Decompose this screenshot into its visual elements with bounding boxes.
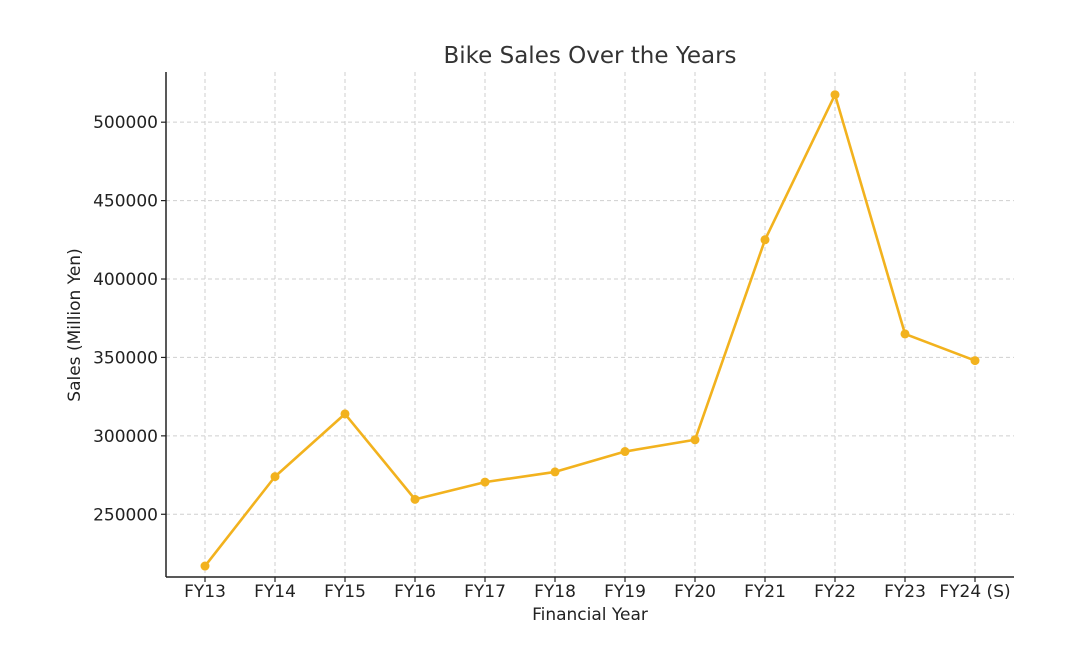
y-tick-label: 350000 xyxy=(93,348,158,368)
x-axis-title: Financial Year xyxy=(532,605,648,625)
data-point xyxy=(200,561,210,571)
y-axis-title: Sales (Million Yen) xyxy=(65,248,85,401)
data-point xyxy=(550,467,560,477)
data-point xyxy=(620,447,630,457)
x-tick-label: FY21 xyxy=(744,582,786,602)
x-tick-label: FY23 xyxy=(884,582,926,602)
x-tick-label: FY22 xyxy=(814,582,856,602)
data-point xyxy=(340,409,350,419)
sales-line xyxy=(203,93,976,567)
data-point xyxy=(830,90,840,100)
data-point xyxy=(760,235,770,245)
data-point xyxy=(410,494,420,504)
x-tick-label: FY19 xyxy=(604,582,646,602)
x-tick-label: FY18 xyxy=(534,582,576,602)
data-point xyxy=(900,329,910,339)
x-tick-label: FY24 (S) xyxy=(939,582,1010,602)
data-point xyxy=(270,472,280,482)
y-tick-label: 500000 xyxy=(93,113,158,133)
y-tick-label: 400000 xyxy=(93,270,158,290)
data-point xyxy=(690,435,700,445)
y-tick-label: 450000 xyxy=(93,192,158,212)
grid xyxy=(166,72,1014,577)
x-tick-label: FY16 xyxy=(394,582,436,602)
chart-title: Bike Sales Over the Years xyxy=(443,43,736,69)
y-tick-label: 250000 xyxy=(93,505,158,525)
x-tick-label: FY15 xyxy=(324,582,366,602)
ticks: FY13 FY14 FY15 FY16 FY17 FY18 FY19 FY20 FY21 FY22… xyxy=(93,113,1011,602)
x-tick-label: FY14 xyxy=(254,582,296,602)
data-point xyxy=(970,356,980,366)
y-tick-label: 300000 xyxy=(93,427,158,447)
axes xyxy=(165,72,1014,578)
series xyxy=(200,90,980,571)
x-tick-label: FY20 xyxy=(674,582,716,602)
data-point xyxy=(480,477,490,487)
x-tick-label: FY17 xyxy=(464,582,506,602)
x-tick-label: FY13 xyxy=(184,582,226,602)
